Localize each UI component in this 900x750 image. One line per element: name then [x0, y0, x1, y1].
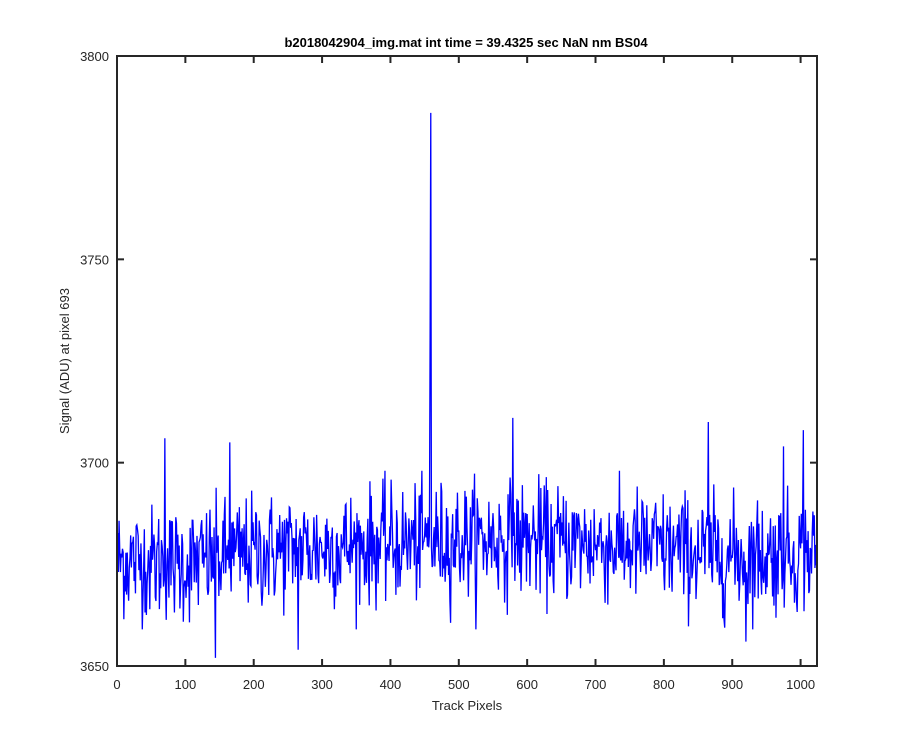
x-tick-label-9: 900 — [721, 677, 743, 692]
plot-area — [116, 56, 817, 666]
x-tick-label-1: 100 — [175, 677, 197, 692]
x-tick-label-7: 700 — [585, 677, 607, 692]
axes-box — [116, 55, 818, 667]
x-tick-label-5: 500 — [448, 677, 470, 692]
x-tick-label-10: 1000 — [786, 677, 815, 692]
y-axis-label: Signal (ADU) at pixel 693 — [57, 288, 72, 434]
axes-frame — [116, 55, 818, 667]
y-tick-label-0: 3650 — [80, 659, 109, 674]
y-axis-ticks: 3650 3700 3750 3800 — [80, 49, 817, 674]
y-tick-label-2: 3750 — [80, 252, 109, 267]
x-tick-label-8: 800 — [653, 677, 675, 692]
y-tick-label-3: 3800 — [80, 49, 109, 64]
x-tick-label-3: 300 — [311, 677, 333, 692]
x-axis-ticks: 0 100 200 300 400 500 600 700 800 900 1000 — [113, 56, 815, 692]
signal-series-line — [116, 112, 817, 658]
chart-title: b2018042904_img.mat int time = 39.4325 s… — [284, 35, 648, 50]
x-tick-label-2: 200 — [243, 677, 265, 692]
x-tick-label-0: 0 — [113, 677, 120, 692]
x-tick-label-6: 600 — [516, 677, 538, 692]
x-tick-label-4: 400 — [380, 677, 402, 692]
x-axis-label: Track Pixels — [432, 698, 503, 713]
y-tick-label-1: 3700 — [80, 456, 109, 471]
